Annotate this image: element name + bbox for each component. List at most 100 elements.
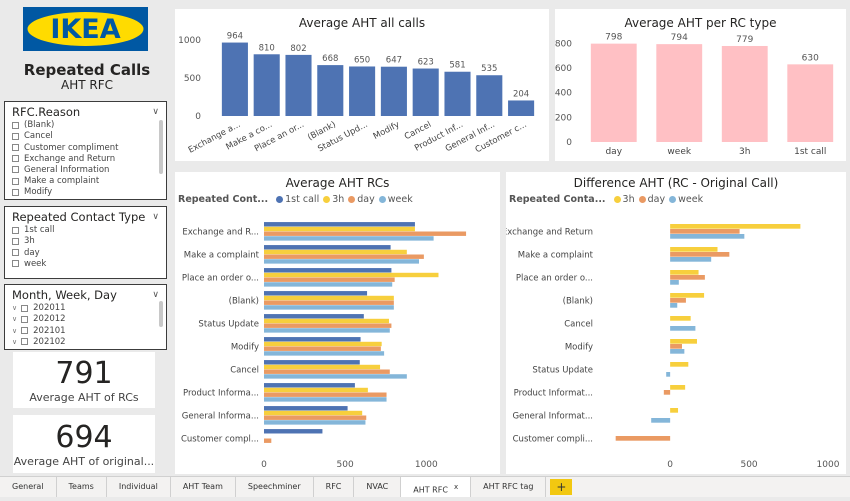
bar [264, 254, 424, 259]
bar [670, 362, 689, 367]
page-subtitle: AHT RFC [61, 78, 113, 92]
bar [264, 305, 394, 310]
kpi-label: Average AHT of original... [13, 455, 155, 468]
slicer-rfc-reason-header: RFC.Reason ∨ [12, 105, 159, 119]
checkbox[interactable] [21, 315, 29, 323]
tab-aht-team[interactable]: AHT Team [171, 477, 236, 497]
slicer-item[interactable]: 3h [12, 236, 159, 246]
y-tick-label: Customer compl... [181, 435, 259, 445]
y-tick-label: 400 [555, 89, 572, 99]
y-tick-label: Exchange and R... [182, 228, 259, 238]
slicer-item[interactable]: Customer compliment [12, 143, 159, 153]
bar [264, 236, 434, 241]
data-label: 779 [736, 35, 753, 45]
checkbox[interactable] [12, 237, 19, 245]
close-icon[interactable]: x [453, 483, 459, 491]
add-page-button[interactable]: + [550, 479, 573, 495]
legend-marker [348, 196, 356, 203]
checkbox[interactable] [12, 188, 19, 196]
slicer-scrollbar[interactable] [159, 301, 163, 327]
bar [264, 369, 390, 374]
chart-aht-all-calls[interactable]: Average AHT all calls 0 500 1000 964 Exchang… [175, 9, 549, 161]
slicer-item[interactable]: 1st call [12, 225, 159, 235]
expand-icon[interactable]: ∨ [12, 326, 18, 335]
checkbox[interactable] [12, 249, 19, 257]
slicer-item-label: Make a complaint [24, 176, 100, 187]
bar [670, 316, 691, 321]
slicer-scrollbar[interactable] [159, 120, 163, 174]
checkbox[interactable] [12, 166, 19, 174]
checkbox[interactable] [12, 226, 19, 234]
bar [264, 318, 389, 324]
x-tick-label: 0 [667, 460, 673, 470]
tab-label: General [12, 482, 44, 491]
data-label: 798 [605, 33, 622, 43]
y-tick-label: Customer compli... [513, 435, 593, 445]
checkbox[interactable] [12, 260, 19, 268]
slicer-item[interactable]: Exchange and Return [12, 154, 159, 164]
checkbox[interactable] [21, 304, 29, 312]
y-tick-label: Place an order o... [182, 274, 259, 284]
checkbox[interactable] [12, 177, 19, 185]
chart-aht-per-rc-type[interactable]: Average AHT per RC type 0 200 400 600 800 798… [555, 9, 846, 161]
data-label: 623 [418, 58, 434, 68]
tab-individual[interactable]: Individual [107, 477, 171, 497]
tab-aht-rfc-tag[interactable]: AHT RFC tag [471, 477, 547, 497]
bar [264, 420, 366, 425]
bar [656, 44, 703, 142]
tab-rfc[interactable]: RFC [314, 477, 355, 497]
data-label: 204 [513, 89, 529, 99]
chart-aht-rcs[interactable]: Average AHT RCs Repeated Cont... 1st call… [175, 172, 500, 474]
slicer-item[interactable]: Make a complaint [12, 176, 159, 186]
slicer-item[interactable]: day [12, 248, 159, 258]
bar [264, 314, 364, 319]
slicer-rfc-reason[interactable]: RFC.Reason ∨ (Blank) Cancel Customer compl… [4, 101, 167, 200]
tab-aht-rfc[interactable]: AHT RFC x [401, 477, 472, 497]
slicer-item-label: Customer compliment [24, 142, 119, 153]
slicer-item[interactable]: ∨ 202102 [12, 337, 159, 347]
tab-speechminer[interactable]: Speechminer [236, 477, 314, 497]
checkbox[interactable] [12, 144, 19, 152]
chevron-down-icon[interactable]: ∨ [152, 107, 159, 117]
slicer-item[interactable]: ∨ 202101 [12, 326, 159, 336]
legend: Repeated Conta... 3h day week [509, 194, 703, 205]
slicer-item[interactable]: ∨ 202011 [12, 303, 159, 313]
x-tick-label: 1st call [794, 147, 826, 157]
chart-difference-aht[interactable]: Difference AHT (RC - Original Call) Repe… [506, 172, 846, 474]
y-tick-label: Make a complaint [184, 251, 260, 261]
slicer-item[interactable]: Cancel [12, 131, 159, 141]
legend-item: week [678, 194, 704, 205]
checkbox[interactable] [21, 338, 29, 346]
slicer-contact-type[interactable]: Repeated Contact Type ∨ 1st call 3h day wee… [4, 206, 167, 279]
checkbox[interactable] [12, 121, 19, 129]
bar [264, 351, 385, 356]
slicer-item[interactable]: ∨ 202012 [12, 314, 159, 324]
slicer-date[interactable]: Month, Week, Day ∨ ∨ 202011 ∨ 202012 ∨ 202101… [4, 284, 167, 350]
kpi-label: Average AHT of RCs [29, 391, 139, 404]
slicer-item[interactable]: week [12, 259, 159, 269]
slicer-item[interactable]: Modify [12, 187, 159, 197]
tab-nvac[interactable]: NVAC [354, 477, 402, 497]
data-label: 964 [227, 32, 243, 42]
slicer-item[interactable]: (Blank) [12, 120, 159, 130]
tab-teams[interactable]: Teams [57, 477, 107, 497]
bar [264, 245, 391, 250]
bar [264, 387, 368, 393]
checkbox[interactable] [21, 327, 29, 335]
bar [264, 415, 367, 420]
chevron-down-icon[interactable]: ∨ [152, 290, 159, 300]
expand-icon[interactable]: ∨ [12, 315, 18, 324]
expand-icon[interactable]: ∨ [12, 304, 18, 313]
chevron-down-icon[interactable]: ∨ [152, 212, 159, 222]
expand-icon[interactable]: ∨ [12, 337, 18, 346]
checkbox[interactable] [12, 132, 19, 140]
y-tick-label: Make a complaint [518, 251, 594, 261]
tab-label: Individual [118, 482, 158, 491]
bar [264, 249, 407, 255]
slicer-rfc-reason-title: RFC.Reason [12, 105, 81, 119]
checkbox[interactable] [12, 155, 19, 163]
logo-text: IKEA [50, 14, 120, 45]
tab-label: RFC [325, 482, 342, 491]
tab-general[interactable]: General [0, 477, 57, 497]
slicer-item[interactable]: General Information [12, 165, 159, 175]
